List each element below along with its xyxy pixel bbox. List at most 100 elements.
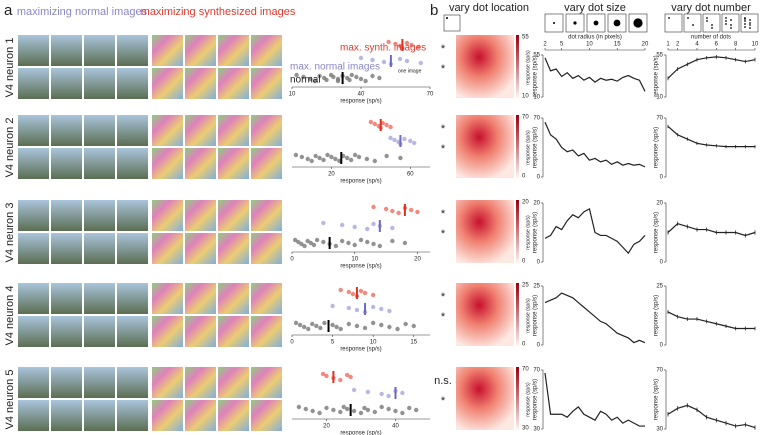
normal-image [18,283,49,314]
normal-image [18,400,49,431]
axis-label: response (sp/s) [654,379,660,420]
normal-image [51,148,82,179]
synth-image [185,233,216,264]
dot [404,58,410,64]
colorbar-title: response (sp/s) [525,298,531,333]
colorbar-title: response (sp/s) [525,50,531,85]
normal-image [117,68,148,99]
icon [744,20,746,22]
y-tick-label: 10 [533,95,540,101]
dot [313,153,318,159]
y-tick-label: 30 [656,427,663,433]
dot [354,74,359,80]
icon [730,24,732,26]
dot [299,241,304,247]
y-tick-label: 0 [537,343,541,349]
normal-image [18,367,49,398]
normal-image [18,316,49,347]
y-tick-label: 55 [656,53,663,59]
header: vary dot size [564,2,626,14]
dot [372,158,377,164]
icon [721,13,740,33]
icon [706,20,708,22]
dot [395,326,400,332]
synth-image [185,400,216,431]
axis-label: response (sp/s) [533,55,539,96]
colorbar-label: 55 [522,35,529,41]
x-tick-label: 1 [666,42,670,48]
axis-label: response (sp/s) [654,55,660,96]
x-tick-label: 5 [331,340,335,346]
normal-image [84,148,115,179]
icon [749,19,751,21]
icon [711,24,713,26]
dot [411,323,416,329]
dot [320,371,326,377]
line [667,404,756,429]
dot [331,74,336,80]
icon [730,19,732,21]
dot [352,242,357,248]
x-tick-label: 20 [328,172,335,178]
dot [296,239,301,245]
dot [403,321,408,327]
dot [293,152,299,158]
x-tick-label: 40 [392,424,399,430]
colorbar-label: 30 [522,426,529,432]
dot [390,208,395,214]
dot [345,155,350,161]
icon [730,27,732,29]
dot [301,324,307,330]
y-tick-label: 0 [537,260,541,266]
dot [397,56,403,62]
dot [383,206,389,212]
axis-label: response (sp/s) [340,179,381,185]
dot [362,325,368,331]
synth-image [218,68,249,99]
dot [331,407,336,413]
dot [393,41,398,47]
dot [408,207,414,213]
dot [324,405,329,411]
colorbar-label: 0 [522,174,526,180]
normal-image [84,283,115,314]
heatmap [456,35,514,98]
colorbar-title: response (sp/s) [525,130,531,165]
dot [365,389,371,395]
dot [293,320,299,326]
normal-image [117,316,148,347]
icon [586,13,606,33]
icon [744,23,746,25]
normal-image [84,68,115,99]
dot [371,221,376,227]
synth-image [251,68,282,99]
y-tick-label: 0 [660,175,664,181]
dot [404,40,410,46]
normal-image [117,35,148,66]
synth-image [152,68,183,99]
y-tick-label: 70 [533,368,540,374]
axis-label: dot radius (in pixels) [568,35,622,41]
dot [386,39,391,45]
dot [362,290,368,296]
significance: * [441,291,446,303]
header: vary dot number [671,2,751,14]
colorbar-label: 0 [522,259,526,265]
dot [365,226,370,232]
dot [351,408,357,414]
synth-image [218,200,249,231]
y-tick-label: 25 [656,284,663,290]
dot [384,122,389,128]
axis-label: response (sp/s) [654,295,660,336]
neuron-label: V4 neuron 3 [4,203,16,263]
icon [749,24,751,26]
normal-image [18,148,49,179]
icon [573,21,577,25]
dot [312,78,318,84]
synth-image [185,68,216,99]
icon [446,17,448,19]
dot [362,405,367,411]
synth-image [185,200,216,231]
significance: * [441,63,446,75]
neuron-label: V4 neuron 5 [4,370,16,430]
